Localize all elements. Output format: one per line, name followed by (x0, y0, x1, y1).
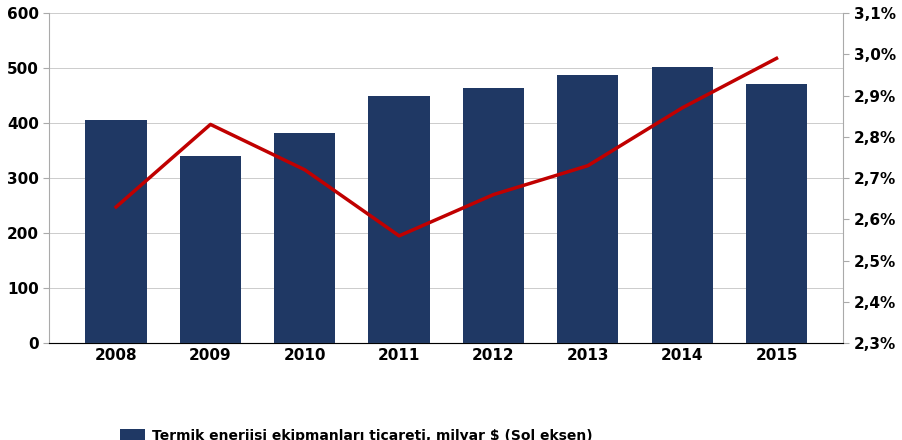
Bar (368, 95, 429, 343)
Bar (179, 156, 241, 343)
Bar (86, 120, 147, 343)
Legend: Termik enerjisi ekipmanları ticareti, milyar $ (Sol eksen), Dünya ticaretinden a: Termik enerjisi ekipmanları ticareti, mi… (120, 429, 592, 440)
Bar (557, 75, 618, 343)
Bar (463, 88, 523, 343)
Bar (274, 133, 335, 343)
Bar (745, 84, 806, 343)
Bar (650, 67, 712, 343)
